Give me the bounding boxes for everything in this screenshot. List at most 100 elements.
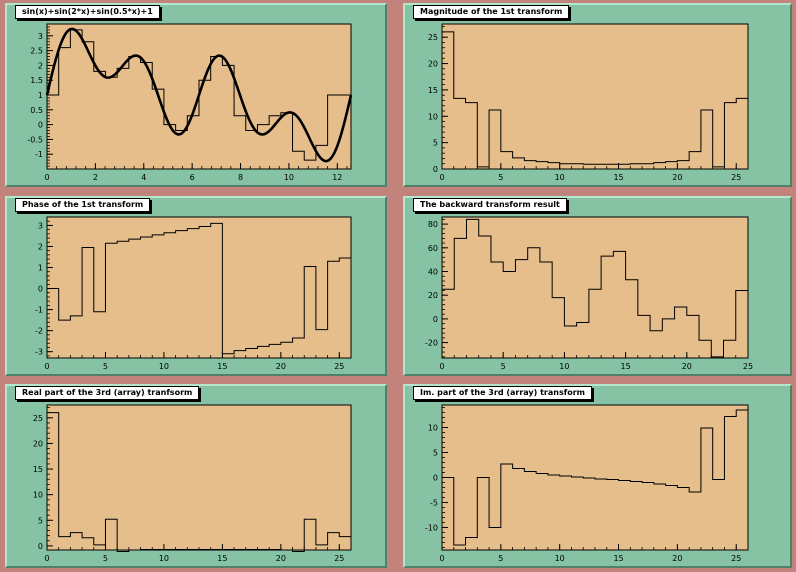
x-tick-label: 0 [439,173,444,182]
chart-magnitude: 0 5 10 15 20 25 0 5 10 15 20 25 [428,23,749,182]
pad-3[interactable]: Phase of the 1st transform 0 5 10 15 20 25 -3-… [5,196,387,376]
chart-backward-transform: 0 5 10 15 20 25 -20 0 20 40 60 80 [425,216,753,371]
y-tick-label: 25 [428,33,438,42]
x-tick-label: 0 [439,362,444,371]
x-tick-label: 10 [284,173,294,182]
pad-1[interactable]: sin(x)+sin(2*x)+sin(0.5*x)+1 0 2 4 6 8 10 12 -1… [5,3,387,187]
pad-4-title: The backward transform result [413,198,567,212]
pad-5-title: Real part of the 3rd (array) tranfsorm [15,386,200,400]
y-tick-label: 20 [428,60,438,69]
y-tick-label: 80 [428,220,438,229]
x-tick-label: 2 [93,173,98,182]
plot-frame [441,23,749,170]
x-tick-label: 20 [276,554,286,563]
x-tick-label: 10 [559,362,569,371]
x-tick-label: 15 [613,173,623,182]
y-tick-label: 5 [433,139,438,148]
x-tick-label: 10 [555,173,565,182]
x-tick-label: 20 [682,362,692,371]
y-tick-label: 0.5 [30,106,43,115]
step-series [46,412,351,553]
y-tick-label: 20 [428,291,438,300]
y-tick-label: -10 [425,524,438,533]
y-tick-label: 0 [38,121,43,130]
y-tick-label: 5 [433,449,438,458]
chart-sin-function: 0 2 4 6 8 10 12 -1 -0.5 0 0.5 1 1.5 2 2.5 3 [27,23,353,182]
y-tick-label: 3 [38,221,43,230]
y-tick-label: 2 [38,61,43,70]
x-tick-label: 25 [731,173,741,182]
y-tick-label: 2.5 [30,47,43,56]
x-tick-label: 0 [44,554,49,563]
step-series [442,409,748,546]
x-tick-label: 15 [217,554,227,563]
x-tick-label: 25 [334,362,344,371]
y-tick-label: 5 [38,516,43,525]
x-tick-label: 0 [439,554,444,563]
x-tick-label: 15 [621,362,631,371]
x-tick-label: 5 [103,554,108,563]
x-tick-label: 12 [332,173,342,182]
function-curve [45,27,353,163]
x-tick-label: 4 [141,173,146,182]
step-series [441,31,748,169]
chart-imaginary-part: 0 5 10 15 20 25 -10 -5 0 5 10 [425,404,749,563]
y-tick-label: 1 [38,91,43,100]
y-tick-label: 1 [38,264,43,273]
pad-4[interactable]: The backward transform result 0 5 10 15 20 25… [403,196,792,376]
x-tick-label: 5 [498,173,503,182]
y-tick-label: 1.5 [30,76,43,85]
step-series [47,222,351,355]
pad-1-title: sin(x)+sin(2*x)+sin(0.5*x)+1 [15,5,160,19]
x-tick-label: 6 [190,173,195,182]
y-tick-label: -5 [430,499,438,508]
plot-frame [46,404,352,551]
plot-frame [441,216,749,359]
y-tick-label: 25 [33,414,43,423]
step-series [441,218,748,358]
x-tick-label: 20 [276,362,286,371]
x-tick-label: 15 [613,554,623,563]
x-tick-label: 25 [334,554,344,563]
x-tick-label: 25 [731,554,741,563]
y-tick-label: 0 [38,285,43,294]
y-tick-label: 15 [33,465,43,474]
pad-2-title: Magnitude of the 1st transform [413,5,570,19]
y-tick-label: 0 [433,474,438,483]
x-tick-label: 5 [498,554,503,563]
pad-6[interactable]: Im. part of the 3rd (array) transform 0 5… [403,384,792,568]
pad-6-title: Im. part of the 3rd (array) transform [413,386,592,400]
x-tick-label: 10 [159,554,169,563]
x-tick-label: 10 [555,554,565,563]
pad-2[interactable]: Magnitude of the 1st transform 0 5 10 15 20 2… [403,3,792,187]
plot-frame [46,216,352,359]
y-tick-label: 10 [428,112,438,121]
x-tick-label: 15 [217,362,227,371]
pad-5[interactable]: Real part of the 3rd (array) tranfsorm 0… [5,384,387,568]
x-tick-label: 0 [44,362,49,371]
y-tick-label: 60 [428,244,438,253]
pad-3-title: Phase of the 1st transform [15,198,151,212]
x-tick-label: 10 [159,362,169,371]
y-tick-label: -0.5 [27,135,43,144]
x-tick-label: 5 [501,362,506,371]
y-tick-label: 15 [428,86,438,95]
y-tick-label: 0 [433,315,438,324]
y-tick-label: 20 [33,439,43,448]
y-tick-label: 2 [38,242,43,251]
y-tick-label: 0 [38,542,43,551]
x-tick-label: 5 [103,362,108,371]
y-tick-label: -1 [35,306,43,315]
chart-phase: 0 5 10 15 20 25 -3 -2 -1 0 1 2 3 [35,216,352,371]
x-tick-label: 20 [672,554,682,563]
y-tick-label: 10 [33,491,43,500]
y-tick-label: 3 [38,32,43,41]
x-tick-label: 25 [743,362,753,371]
y-tick-label: 10 [428,424,438,433]
y-tick-label: 0 [433,165,438,174]
y-tick-label: 40 [428,268,438,277]
y-tick-label: -1 [35,150,43,159]
chart-real-part: 0 5 10 15 20 25 0 5 10 15 20 25 [33,404,352,563]
y-tick-label: -20 [425,339,438,348]
